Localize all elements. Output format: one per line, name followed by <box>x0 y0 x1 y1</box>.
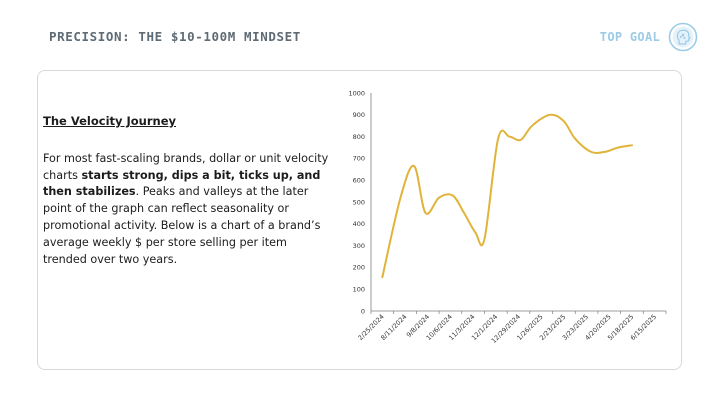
brand: TOP GOAL <box>600 22 698 52</box>
y-tick-label: 600 <box>353 177 365 185</box>
head-profile-icon <box>668 22 698 52</box>
y-tick-label: 1000 <box>348 89 365 97</box>
body-text-bold: starts strong, dips a bit, ticks up, and… <box>43 168 321 199</box>
y-tick-label: 700 <box>353 155 365 163</box>
y-tick-label: 100 <box>353 286 365 294</box>
y-tick-label: 500 <box>353 198 365 206</box>
brand-name: TOP GOAL <box>599 30 660 44</box>
body-text-start: For most fast-scaling brands, dollar or … <box>43 151 329 182</box>
body-paragraph: For most fast-scaling brands, dollar or … <box>43 151 329 269</box>
y-tick-label: 200 <box>353 264 365 272</box>
y-tick-label: 900 <box>353 111 365 119</box>
series-area <box>381 113 633 279</box>
section-heading: The Velocity Journey <box>43 114 177 128</box>
x-axis: 2/25/20248/11/20249/8/202410/6/202411/3/… <box>357 310 667 345</box>
y-tick-label: 0 <box>361 307 365 315</box>
page-title: PRECISION: THE $10-100M MINDSET <box>49 29 301 44</box>
y-axis: 0 100 200 300 400 500 600 700 800 900 1000 <box>348 89 372 315</box>
body-text-end: . Peaks and valleys at the later point o… <box>43 185 321 266</box>
text-panel: The Velocity Journey For most fast-scali… <box>43 113 329 268</box>
series-line <box>381 113 633 279</box>
y-tick-label: 800 <box>353 133 365 141</box>
content-card <box>37 70 682 370</box>
y-tick-label: 300 <box>353 242 365 250</box>
y-tick-label: 400 <box>353 220 365 228</box>
